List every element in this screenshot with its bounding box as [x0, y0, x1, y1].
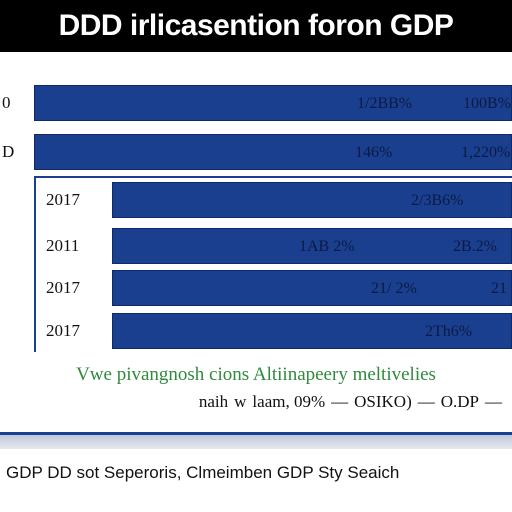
bar-4: 21/ 2% 21 — [112, 270, 512, 306]
footer-text: GDP DD sot Seperoris, Clmeimben GDP Sty … — [6, 463, 400, 482]
row-label-2: 2017 — [46, 190, 80, 209]
row-label-1: D — [2, 142, 15, 161]
legend: naih w laam, 09% — OSIKO) — O.DP — — [0, 392, 512, 412]
bar-1: 146% 1,220% — [34, 134, 512, 170]
chart-title: DDD irlicasention foron GDP — [0, 0, 512, 52]
row-label-4: 2017 — [46, 278, 80, 297]
bar-value-label-0-1: 100B% — [463, 95, 511, 112]
legend-text-2: w — [234, 392, 247, 411]
chart-caption: Vwe pivangnosh cions Altiinapeery meltiv… — [76, 364, 436, 385]
bar-value-label-1-0: 146% — [355, 144, 393, 161]
row-label-5: 2017 — [46, 321, 80, 340]
bar-0: 1/2BB% 100B% — [34, 85, 512, 121]
legend-dash-2: — — [417, 392, 435, 411]
row-label-0: 0 — [2, 93, 11, 112]
footer-divider — [0, 432, 512, 449]
row-label-3: 2011 — [46, 236, 80, 255]
legend-text-5: O.DP — [440, 392, 479, 411]
bar-5: 2Th6% — [112, 313, 512, 349]
bar-value-label-4-0: 21/ 2% — [371, 280, 417, 297]
bar-value-label-4-1: 21 — [491, 280, 507, 297]
legend-text-3: laam, 09% — [252, 392, 326, 411]
bar-2: 2/3B6% — [112, 182, 512, 218]
bar-value-label-3-0: 1AB 2% — [299, 238, 355, 255]
bar-value-label-0-0: 1/2BB% — [357, 95, 413, 112]
bar-value-label-2-0: 2/3B6% — [411, 192, 464, 209]
bar-3: 1AB 2% 2B.2% — [112, 228, 512, 264]
bar-value-label-3-1: 2B.2% — [453, 238, 497, 255]
chart-frame — [34, 176, 512, 352]
bar-value-label-5-0: 2Th6% — [425, 323, 473, 340]
legend-dash-1: — — [331, 392, 349, 411]
legend-text-4: OSIKO) — [354, 392, 412, 411]
bar-value-label-1-1: 1,220% — [461, 144, 511, 161]
legend-text-1: naih — [198, 392, 229, 411]
legend-dash-3: — — [485, 392, 502, 411]
